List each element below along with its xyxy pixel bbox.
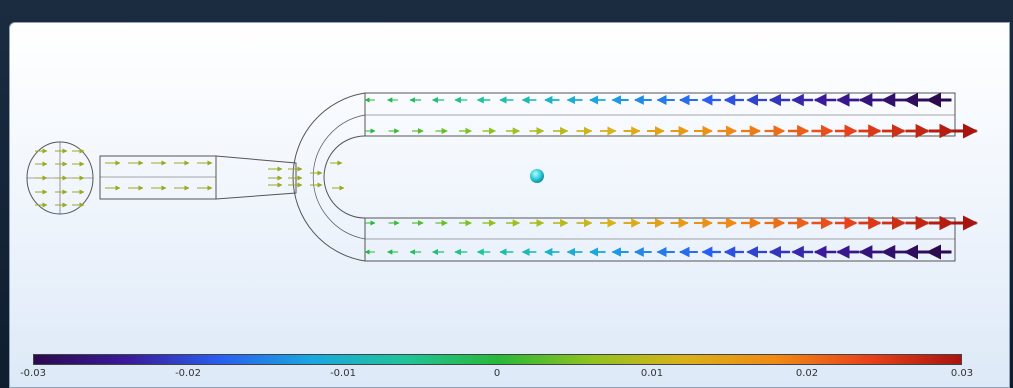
colorbar-tick-label: 0	[493, 368, 501, 379]
colorbar	[33, 354, 962, 365]
colorbar-tick-label: -0.01	[330, 368, 356, 379]
colorbar-tick-label: -0.03	[20, 368, 46, 379]
colorbar-tick-label: 0.02	[795, 368, 819, 379]
colorbar-tick-label: 0.03	[950, 368, 974, 379]
colorbar-tick-label: -0.02	[175, 368, 201, 379]
velocity-arrow-field	[35, 92, 978, 260]
graphics-viewport[interactable]: -0.03 -0.02 -0.01 0 0.01 0.02 0.03	[9, 22, 1010, 388]
colorbar-tick-label: 0.01	[640, 368, 664, 379]
probe-sphere	[530, 169, 544, 183]
tuning-fork-model	[26, 92, 978, 262]
geometry-outline	[26, 92, 956, 262]
